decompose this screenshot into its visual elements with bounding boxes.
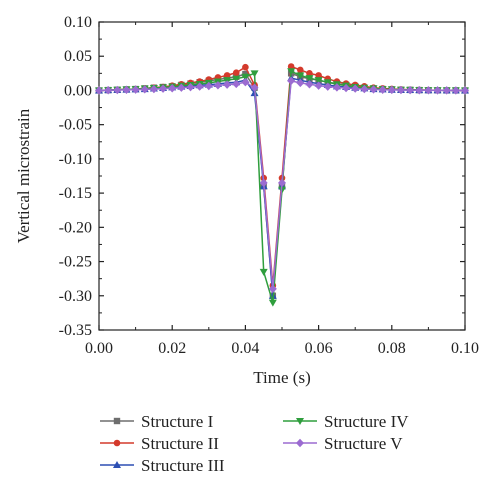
data-point	[278, 178, 286, 188]
data-point	[223, 80, 232, 89]
data-point	[241, 73, 250, 81]
legend-label: Structure III	[141, 456, 225, 475]
legend-marker	[296, 438, 304, 448]
legend-marker	[113, 439, 121, 447]
data-point	[223, 72, 231, 79]
data-point	[195, 82, 204, 91]
data-point	[287, 63, 295, 70]
data-point	[461, 86, 469, 95]
data-point	[268, 284, 277, 294]
data-point	[168, 84, 177, 93]
data-point	[342, 83, 351, 93]
data-point	[314, 77, 323, 85]
data-point	[232, 79, 241, 89]
data-point	[323, 82, 332, 91]
x-tick-label: 0.10	[451, 340, 479, 357]
data-point	[104, 86, 113, 95]
data-point	[378, 85, 387, 94]
data-point	[396, 85, 405, 95]
legend-marker	[113, 417, 121, 425]
y-tick-label: -0.20	[59, 219, 92, 236]
y-tick-label: 0.05	[64, 48, 92, 65]
legend-item: Structure III	[100, 456, 225, 475]
data-point	[451, 86, 460, 95]
y-tick-label: 0.00	[64, 82, 92, 99]
data-point	[297, 66, 304, 74]
data-point	[369, 85, 378, 94]
data-point	[250, 70, 259, 78]
data-point	[149, 84, 158, 94]
data-point	[314, 81, 323, 90]
data-point	[95, 86, 103, 95]
legend-marker	[113, 461, 121, 468]
legend: Structure I Structure II Structure III Stru…	[100, 412, 409, 475]
legend-item: Structure II	[100, 434, 219, 453]
y-axis-title: Vertical microstrain	[14, 108, 33, 243]
data-point	[250, 83, 259, 92]
data-point	[315, 72, 322, 79]
x-tick-label: 0.06	[305, 340, 333, 357]
data-point	[213, 81, 222, 90]
data-point	[232, 69, 240, 76]
series-5	[95, 76, 469, 294]
data-point	[296, 72, 305, 80]
data-point	[241, 78, 250, 87]
data-point	[296, 78, 305, 88]
data-point	[113, 85, 122, 95]
data-point	[287, 76, 296, 86]
data-point	[122, 85, 131, 95]
data-point	[305, 75, 314, 83]
data-point	[204, 81, 213, 91]
data-point	[140, 85, 149, 94]
x-axis-title: Time (s)	[253, 368, 310, 387]
data-point	[415, 86, 424, 95]
y-tick-label: -0.15	[59, 185, 92, 202]
data-point	[306, 70, 313, 77]
y-tick-label: -0.10	[59, 151, 92, 168]
data-point	[242, 63, 249, 71]
data-point	[159, 84, 168, 93]
data-point	[259, 178, 268, 188]
data-point	[332, 83, 341, 92]
x-tick-label: 0.02	[158, 340, 186, 357]
data-point	[186, 82, 195, 92]
data-point	[232, 75, 241, 83]
y-tick-label: -0.35	[59, 322, 92, 339]
data-point	[351, 84, 360, 93]
data-point	[360, 84, 369, 94]
y-tick-label: -0.05	[59, 117, 92, 134]
legend-marker	[296, 418, 304, 425]
data-point	[406, 85, 415, 95]
legend-label: Structure I	[141, 412, 214, 431]
data-point	[442, 86, 451, 95]
data-point	[433, 86, 442, 95]
y-tick-label: -0.30	[59, 288, 92, 305]
data-point	[177, 83, 186, 92]
legend-item: Structure V	[283, 434, 403, 453]
data-point	[131, 85, 140, 94]
data-point	[287, 68, 296, 76]
data-point	[387, 85, 396, 95]
legend-item: Structure IV	[283, 412, 409, 431]
x-tick-label: 0.04	[231, 340, 259, 357]
legend-item: Structure I	[100, 412, 214, 431]
data-point	[305, 80, 314, 89]
x-tick-label: 0.00	[85, 340, 113, 357]
data-point	[259, 268, 268, 276]
plot-area: 0.00 0.02 0.04 0.06 0.08 0.10 0.10 0.05 0.00 -0.0…	[14, 14, 479, 387]
y-tick-label: 0.10	[64, 14, 92, 31]
data-point	[268, 299, 277, 307]
x-tick-label: 0.08	[378, 340, 406, 357]
legend-label: Structure IV	[324, 412, 409, 431]
legend-label: Structure V	[324, 434, 403, 453]
data-point	[424, 86, 433, 95]
y-tick-label: -0.25	[59, 254, 92, 271]
legend-label: Structure II	[141, 434, 219, 453]
